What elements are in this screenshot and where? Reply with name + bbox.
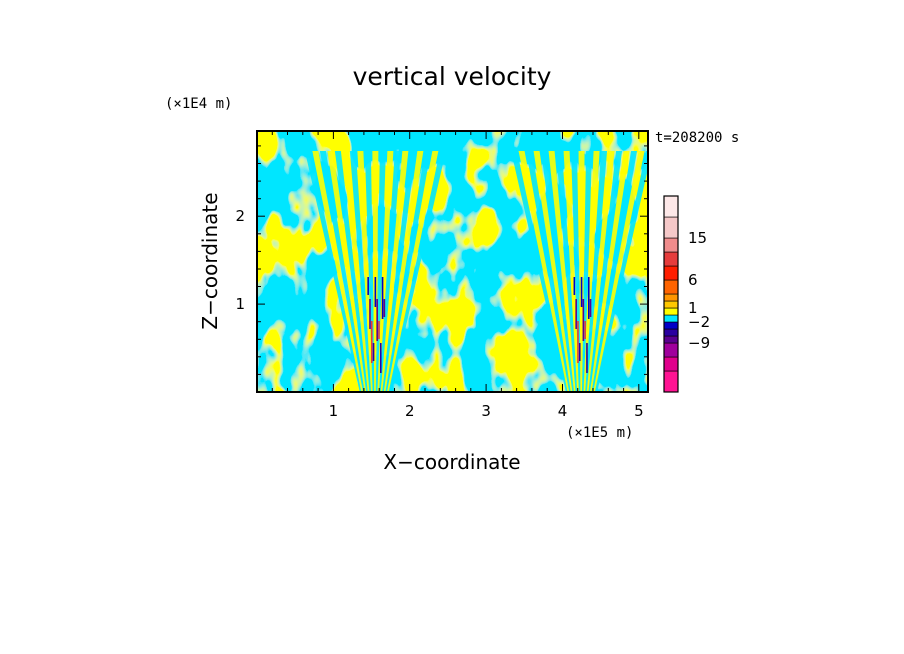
colorbar-level (663, 335, 679, 344)
column-stripe (541, 151, 575, 392)
strong-updraft-cell (378, 321, 380, 339)
column-stripe (518, 151, 570, 392)
colorbar-level (663, 314, 679, 323)
strong-updraft-cell (376, 299, 378, 341)
strong-updraft-cell (589, 299, 592, 317)
column-stripe (594, 151, 648, 392)
colorbar-level (663, 342, 679, 358)
y-tick-label: 1 (235, 295, 245, 313)
column-stripe (319, 151, 366, 392)
strong-updraft-cell (374, 277, 377, 307)
time-label: t=208200 s (655, 130, 739, 146)
y-axis-label: Z−coordinate (198, 192, 222, 329)
column-stripe (349, 151, 372, 392)
column-stripe (591, 151, 638, 392)
column-stripe (548, 151, 577, 392)
column-stripe (334, 151, 369, 392)
colorbar-level (663, 195, 679, 218)
column-stripe (386, 151, 439, 392)
column-stripe (380, 151, 409, 392)
column-stripe (511, 151, 569, 392)
strong-updraft-cell (369, 299, 371, 329)
column-stripe (385, 151, 431, 392)
strong-updraft-cell (367, 277, 369, 295)
column-stripe (533, 151, 574, 392)
column-stripe (342, 151, 371, 392)
column-stripe (586, 151, 615, 392)
column-stripe (312, 151, 364, 392)
column-stripe (378, 151, 401, 392)
column-stripe (327, 151, 367, 392)
colorbar-level (663, 237, 679, 253)
convective-column (511, 151, 648, 392)
strong-updraft-cell (575, 299, 577, 329)
x-tick-label: 4 (558, 402, 568, 420)
strong-updraft-cell (372, 343, 375, 361)
strong-updraft-cell (381, 277, 384, 319)
x-scale-note: (×1E5 m) (566, 425, 633, 441)
colorbar-level (663, 216, 679, 239)
x-axis-label: X−coordinate (383, 450, 520, 474)
colorbar-level (663, 307, 679, 316)
plot-frame (256, 130, 649, 393)
strong-updraft-cell (584, 321, 586, 339)
colorbar-label: 1 (688, 299, 698, 317)
colorbar-labels: 15 6 1−2 −9 (688, 229, 710, 352)
colorbar-label: −9 (688, 334, 710, 352)
colorbar-label: −2 (688, 313, 710, 331)
column-stripe (382, 151, 416, 392)
column-stripe (377, 151, 394, 392)
x-tick-label: 1 (329, 402, 339, 420)
column-stripe (588, 151, 623, 392)
column-stripe (583, 151, 600, 392)
strong-updraft-cell (379, 343, 382, 373)
strong-updraft-cell (573, 277, 576, 295)
column-stripe (589, 151, 630, 392)
strong-updraft-cell (582, 299, 585, 341)
column-stripe (304, 151, 363, 392)
column-stripe (383, 151, 424, 392)
colorbar-level (663, 293, 679, 302)
strong-updraft-cell (578, 343, 581, 361)
column-stripe (556, 151, 578, 392)
colorbar-level (663, 265, 679, 281)
convective-column (304, 151, 446, 392)
colorbar-level (663, 328, 679, 337)
x-tick-label: 3 (481, 402, 491, 420)
colorbar-level (663, 251, 679, 267)
strong-updraft-cell (586, 343, 588, 373)
column-stripe (357, 151, 374, 392)
x-tick-label: 5 (634, 402, 644, 420)
column-stripe (526, 151, 572, 392)
x-tick-label: 2 (405, 402, 415, 420)
colorbar-level (663, 370, 679, 393)
strong-updraft-cell (370, 321, 373, 363)
column-stripe (585, 151, 608, 392)
strong-updraft-cell (383, 299, 386, 317)
field-area (257, 131, 648, 392)
column-stripe (388, 151, 446, 392)
strong-updraft-cell (580, 277, 583, 307)
colorbar-level (663, 321, 679, 330)
colorbar-level (663, 279, 679, 295)
y-tick-label: 2 (235, 207, 245, 225)
convective-columns (304, 151, 648, 392)
colorbar-frame (663, 195, 679, 393)
column-stripe (593, 151, 645, 392)
colorbar-level (663, 300, 679, 309)
column-stripe (563, 151, 580, 392)
colorbar-label: 6 (688, 271, 698, 289)
colorbar-label: 15 (688, 229, 707, 247)
chart-title: vertical velocity (353, 62, 552, 91)
y-axis-ticks: 12 (235, 145, 648, 375)
colorbar-level (663, 356, 679, 372)
y-scale-note: (×1E4 m) (165, 96, 232, 112)
strong-updraft-cell (587, 277, 590, 319)
strong-updraft-cell (577, 321, 579, 363)
x-axis-ticks: 1 2 3 4 5 (271, 131, 644, 420)
colorbar (663, 195, 679, 393)
